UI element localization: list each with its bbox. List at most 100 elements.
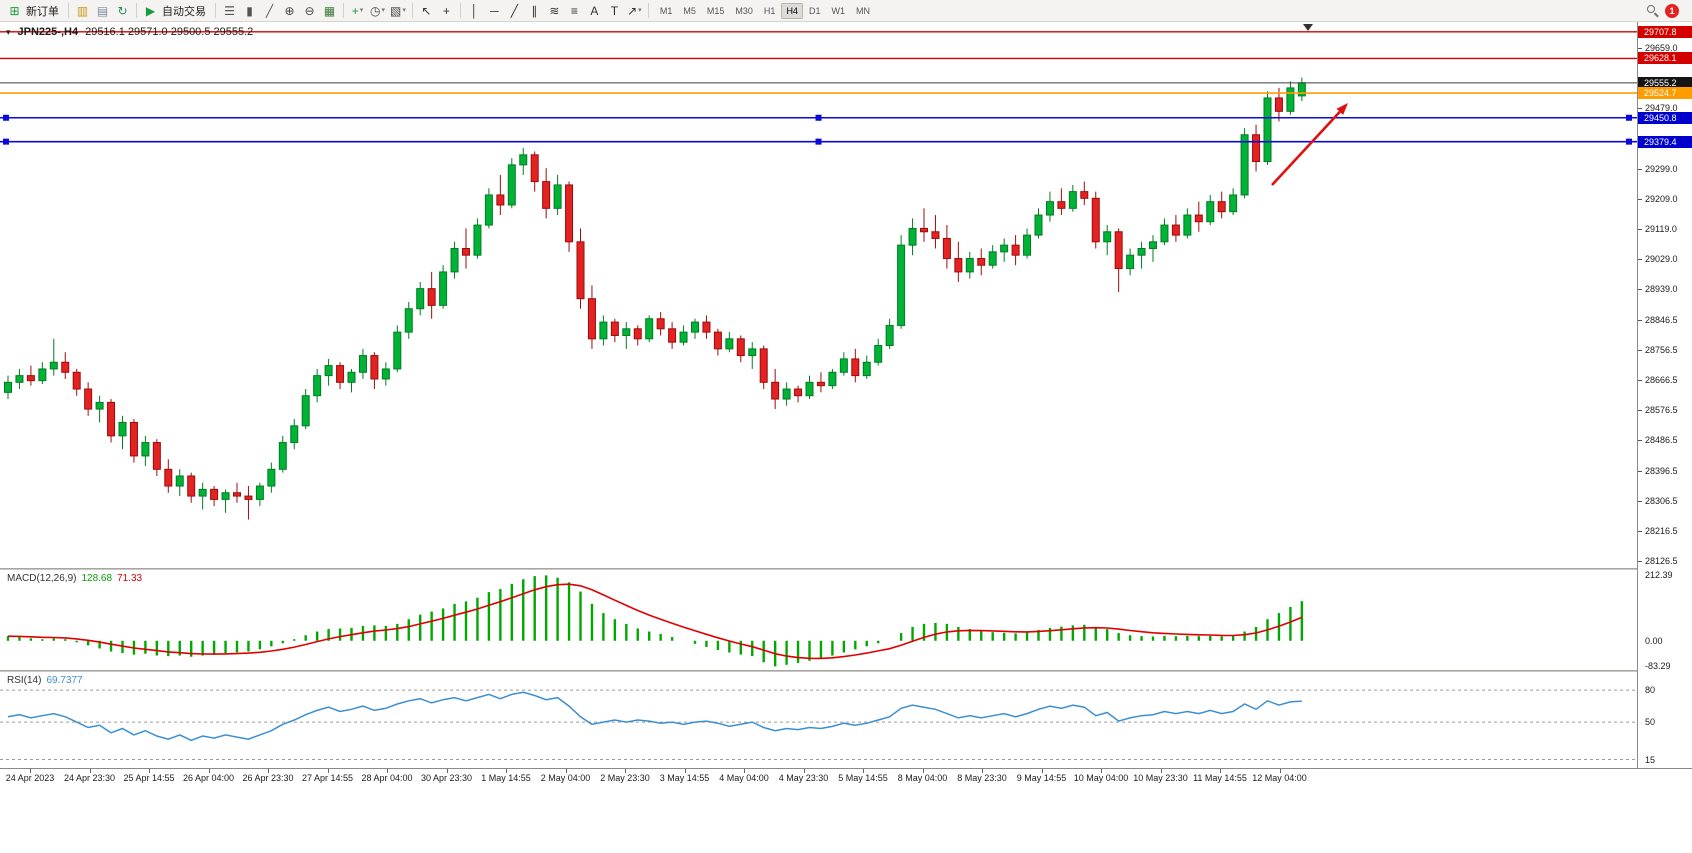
price-line-label-box: 29707.8: [1638, 25, 1692, 38]
arrows-icon[interactable]: ↗ ▾: [625, 2, 644, 20]
tile-windows-icon[interactable]: ▦: [320, 2, 339, 20]
autotrading-icon[interactable]: ▶: [141, 2, 160, 20]
time-axis-tick: [446, 769, 448, 773]
timeframe-d1[interactable]: D1: [808, 5, 821, 16]
dropdown-caret-icon: ▾: [381, 7, 385, 14]
search-icon[interactable]: [1644, 3, 1660, 19]
time-axis-tick: [565, 769, 567, 773]
time-axis-tick: [1041, 769, 1043, 773]
new-order-icon[interactable]: ⊞: [5, 2, 24, 20]
price-scale-tick: [1638, 350, 1642, 351]
time-axis-tick: [863, 769, 864, 773]
line-chart-icon[interactable]: ╱: [260, 2, 279, 20]
price-scale-label: 29659.0: [1645, 43, 1678, 54]
macd-scale-label: -83.29: [1645, 661, 1671, 672]
timeframe-h4[interactable]: H4: [781, 2, 803, 19]
pane-separator[interactable]: [0, 568, 1692, 570]
time-axis-border: [0, 768, 1692, 769]
timeframe-m5[interactable]: M5: [683, 5, 696, 16]
time-axis-tick: [1220, 769, 1221, 773]
zoom-in-icon: ⊕: [284, 3, 295, 18]
tile-windows-icon: ▦: [323, 3, 336, 18]
horizontal-line-icon[interactable]: ─: [485, 2, 504, 20]
chart-shift-marker-icon: [1303, 24, 1313, 31]
zoom-out-icon[interactable]: ⊖: [300, 2, 319, 20]
charts-icon[interactable]: ▥: [73, 2, 92, 20]
main-chart-canvas[interactable]: [0, 22, 1637, 568]
chart-window[interactable]: ▾ JPN225-,H4 29516.1 29571.0 29500.5 295…: [0, 22, 1692, 853]
shapes-icon: ≡: [570, 3, 578, 18]
time-axis-tick: [506, 769, 507, 773]
notification-badge[interactable]: 1: [1665, 3, 1679, 18]
main-toolbar: ⊞ 新订单 ▥ ▤ ↻ ▶ 自动交易 ☰ ▮ ╱ ⊕ ⊖ ▦ + ▾ ◷ ▾ ▧ ▾ ↖ + │ ─ ╱ ∥ ≋ ≡ A T ↗ ▾ M1 M5…: [0, 0, 1692, 22]
magnifier-glass: [1647, 4, 1655, 13]
timeframe-m15[interactable]: M15: [706, 5, 725, 16]
time-axis-label: 30 Apr 23:30: [420, 773, 473, 783]
price-scale-tick: [1638, 470, 1642, 472]
price-scale-tick: [1638, 319, 1642, 321]
line-selection-handle: [815, 138, 822, 145]
time-axis-label: 24 Apr 2023: [5, 773, 55, 783]
price-scale-label: 28396.5: [1645, 465, 1678, 476]
line-selection-handle: [1626, 138, 1632, 145]
time-axis-label: 2 May 23:30: [600, 773, 650, 783]
profiles-icon: ▤: [96, 3, 109, 18]
equidistant-channel-icon: ∥: [531, 3, 538, 18]
time-axis-tick: [1160, 769, 1162, 773]
bar-chart-icon: ☰: [224, 3, 235, 18]
cursor-icon[interactable]: ↖: [417, 2, 436, 20]
profiles-icon[interactable]: ▤: [93, 2, 112, 20]
autotrading-label[interactable]: 自动交易: [162, 5, 206, 18]
time-axis-label: 11 May 14:55: [1193, 773, 1247, 783]
text-icon[interactable]: A: [585, 2, 604, 20]
chart-header: ▾ JPN225-,H4 29516.1 29571.0 29500.5 295…: [6, 26, 253, 38]
periods-icon[interactable]: ◷ ▾: [368, 2, 387, 20]
time-axis-label: 28 Apr 04:00: [361, 773, 413, 783]
one-click-trading-arrow-icon[interactable]: ▾: [6, 26, 11, 37]
candlestick-chart-icon[interactable]: ▮: [240, 2, 259, 20]
time-axis-tick: [1279, 769, 1281, 773]
equidistant-channel-icon[interactable]: ∥: [525, 2, 544, 20]
time-axis-label: 8 May 04:00: [897, 773, 948, 783]
shapes-icon[interactable]: ≡: [565, 2, 584, 20]
new-order-label[interactable]: 新订单: [26, 5, 59, 18]
crosshair-icon: +: [442, 3, 450, 18]
price-scale-label: 29119.0: [1645, 223, 1677, 234]
price-scale-label: 28216.5: [1645, 525, 1678, 536]
text-label-icon[interactable]: T: [605, 2, 624, 20]
rsi-value: 69.7377: [46, 675, 83, 686]
bar-chart-icon[interactable]: ☰: [220, 2, 239, 20]
timeframe-m30[interactable]: M30: [735, 5, 753, 16]
rsi-pane-canvas[interactable]: [0, 672, 1637, 768]
timeframe-h1[interactable]: H1: [763, 5, 776, 16]
zoom-in-icon[interactable]: ⊕: [280, 2, 299, 20]
templates-icon[interactable]: ▧ ▾: [388, 2, 408, 20]
trendline-icon[interactable]: ╱: [505, 2, 524, 20]
pane-separator[interactable]: [0, 670, 1692, 672]
price-line-label-box: 29524.7: [1638, 87, 1692, 99]
price-scale-label: 28126.5: [1645, 555, 1678, 566]
price-scale[interactable]: 29659.0 29479.0 29299.0 29209.0 29119.0 29029…: [1637, 22, 1692, 768]
vertical-line-icon[interactable]: │: [465, 2, 484, 20]
text-icon: A: [590, 3, 599, 18]
timeframe-w1[interactable]: W1: [831, 5, 845, 16]
chart-ohlc-values: 29516.1 29571.0 29500.5 29555.2: [85, 26, 254, 38]
dropdown-caret-icon: ▾: [402, 7, 406, 14]
price-scale-tick: [1638, 530, 1642, 532]
toolbar-separator: [459, 3, 461, 18]
timeframe-mn[interactable]: MN: [855, 5, 870, 16]
fibonacci-icon: ≋: [549, 3, 560, 18]
trendline-icon: ╱: [510, 3, 518, 18]
timeframe-m1[interactable]: M1: [659, 5, 673, 16]
macd-pane-canvas[interactable]: [0, 570, 1637, 670]
time-axis-tick: [982, 769, 983, 773]
macd-scale-label: 0.00: [1645, 635, 1663, 646]
fibonacci-icon[interactable]: ≋: [545, 2, 564, 20]
price-scale-tick: [1638, 440, 1642, 442]
price-scale-label: 29299.0: [1645, 163, 1678, 174]
refresh-icon[interactable]: ↻: [113, 2, 132, 20]
indicators-icon[interactable]: + ▾: [348, 2, 367, 20]
toolbar-separator: [647, 3, 649, 18]
crosshair-icon[interactable]: +: [437, 2, 456, 20]
toolbar-separator: [68, 3, 69, 18]
